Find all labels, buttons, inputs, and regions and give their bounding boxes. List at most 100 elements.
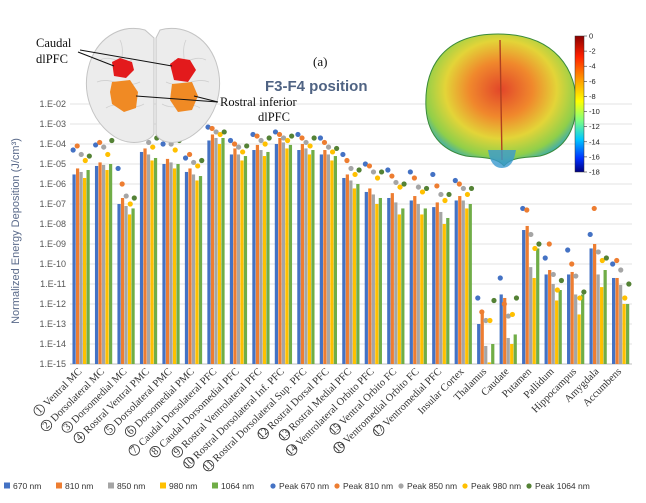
peak-marker (280, 135, 287, 141)
colorbar-tick-label: -10 (589, 107, 600, 116)
bar (86, 170, 90, 364)
peak-marker (622, 295, 628, 301)
bar (124, 205, 128, 364)
bar (297, 150, 301, 364)
bar (162, 164, 166, 364)
peak-marker (160, 141, 166, 147)
bar (356, 184, 360, 364)
peak-marker (520, 205, 526, 212)
bar (506, 337, 510, 364)
legend-swatch (56, 482, 62, 489)
head-midline (499, 39, 503, 161)
peak-marker (262, 141, 268, 147)
peak-marker (276, 131, 283, 138)
bar (82, 177, 87, 364)
y-tick-label: 1.E-07 (39, 199, 66, 209)
bar (307, 154, 312, 364)
bar (368, 188, 372, 364)
bar (513, 334, 517, 364)
bar (259, 150, 263, 364)
bar (371, 194, 375, 364)
peak-marker (491, 297, 497, 304)
y-tick-label: 1.E-10 (39, 259, 66, 269)
rostral-dlpfc-label-line2: dlPFC (258, 110, 290, 124)
bar (323, 150, 327, 364)
bar (544, 274, 548, 364)
peak-marker (393, 179, 399, 186)
peak-marker (587, 231, 593, 238)
peak-marker (407, 169, 413, 175)
peak-marker (565, 247, 571, 253)
panel-label: (a) (313, 54, 327, 69)
bar (416, 204, 420, 364)
chart-title: F3-F4 position (265, 78, 368, 95)
bar (330, 160, 334, 364)
bar (484, 345, 488, 364)
peak-markers (70, 124, 632, 324)
peak-marker (483, 317, 489, 324)
y-tick-label: 1.E-05 (39, 159, 66, 169)
peak-marker (109, 137, 115, 144)
peak-marker (581, 289, 587, 295)
peak-marker (97, 139, 103, 146)
bar (435, 202, 439, 364)
peak-marker (344, 157, 350, 164)
bar (397, 214, 401, 364)
peak-marker (460, 185, 466, 192)
peak-marker (569, 261, 575, 267)
legend-label: Peak 850 nm (407, 481, 457, 491)
peak-marker (475, 295, 481, 301)
legend-swatch (4, 482, 10, 489)
category-number: 5 (104, 424, 115, 435)
peak-marker (528, 231, 534, 238)
bar (210, 134, 215, 364)
category-number-circle (373, 424, 385, 436)
bar (555, 300, 559, 364)
category-number-circle (124, 425, 137, 437)
bar (558, 290, 562, 364)
peak-marker (150, 144, 156, 150)
bar (319, 154, 323, 364)
caudal-arrow-left (77, 51, 115, 67)
peak-marker (240, 149, 246, 155)
bar (574, 294, 578, 364)
category-number: 6 (125, 426, 136, 437)
bar (596, 274, 600, 364)
legend-label: Peak 810 nm (343, 481, 393, 491)
peak-marker (423, 185, 430, 192)
bar (326, 154, 330, 364)
colorbar-tick-label: -16 (589, 152, 600, 161)
bar (153, 157, 158, 364)
bar (364, 191, 368, 364)
bar (468, 204, 472, 364)
peak-marker (86, 153, 92, 159)
colorbar-tick-label: -2 (589, 47, 596, 56)
bar (243, 156, 248, 364)
legend-label: 670 nm (13, 481, 41, 491)
category-number-circle (128, 444, 140, 456)
bar (188, 168, 192, 364)
bar (117, 204, 121, 364)
legend-label: 810 nm (65, 481, 93, 491)
bar (131, 208, 135, 364)
bar (536, 248, 540, 364)
bar (150, 160, 154, 364)
peak-marker (501, 301, 507, 307)
peak-marker (479, 309, 485, 315)
category-number-circle (149, 446, 161, 458)
colorbar-tick-label: -12 (589, 122, 600, 131)
legend-marker (270, 483, 276, 489)
bar (240, 160, 244, 364)
bar (236, 154, 241, 364)
y-tick-label: 1.E-04 (39, 139, 66, 149)
bar (461, 200, 465, 364)
peak-marker (78, 151, 84, 158)
peak-marker (542, 255, 548, 261)
bar (532, 277, 536, 364)
bar (593, 244, 597, 364)
caudal-arrow-right (79, 49, 173, 67)
bar (108, 164, 113, 364)
peak-marker (536, 241, 542, 247)
category-number-circle (257, 427, 269, 440)
category-number-circle (104, 423, 116, 436)
